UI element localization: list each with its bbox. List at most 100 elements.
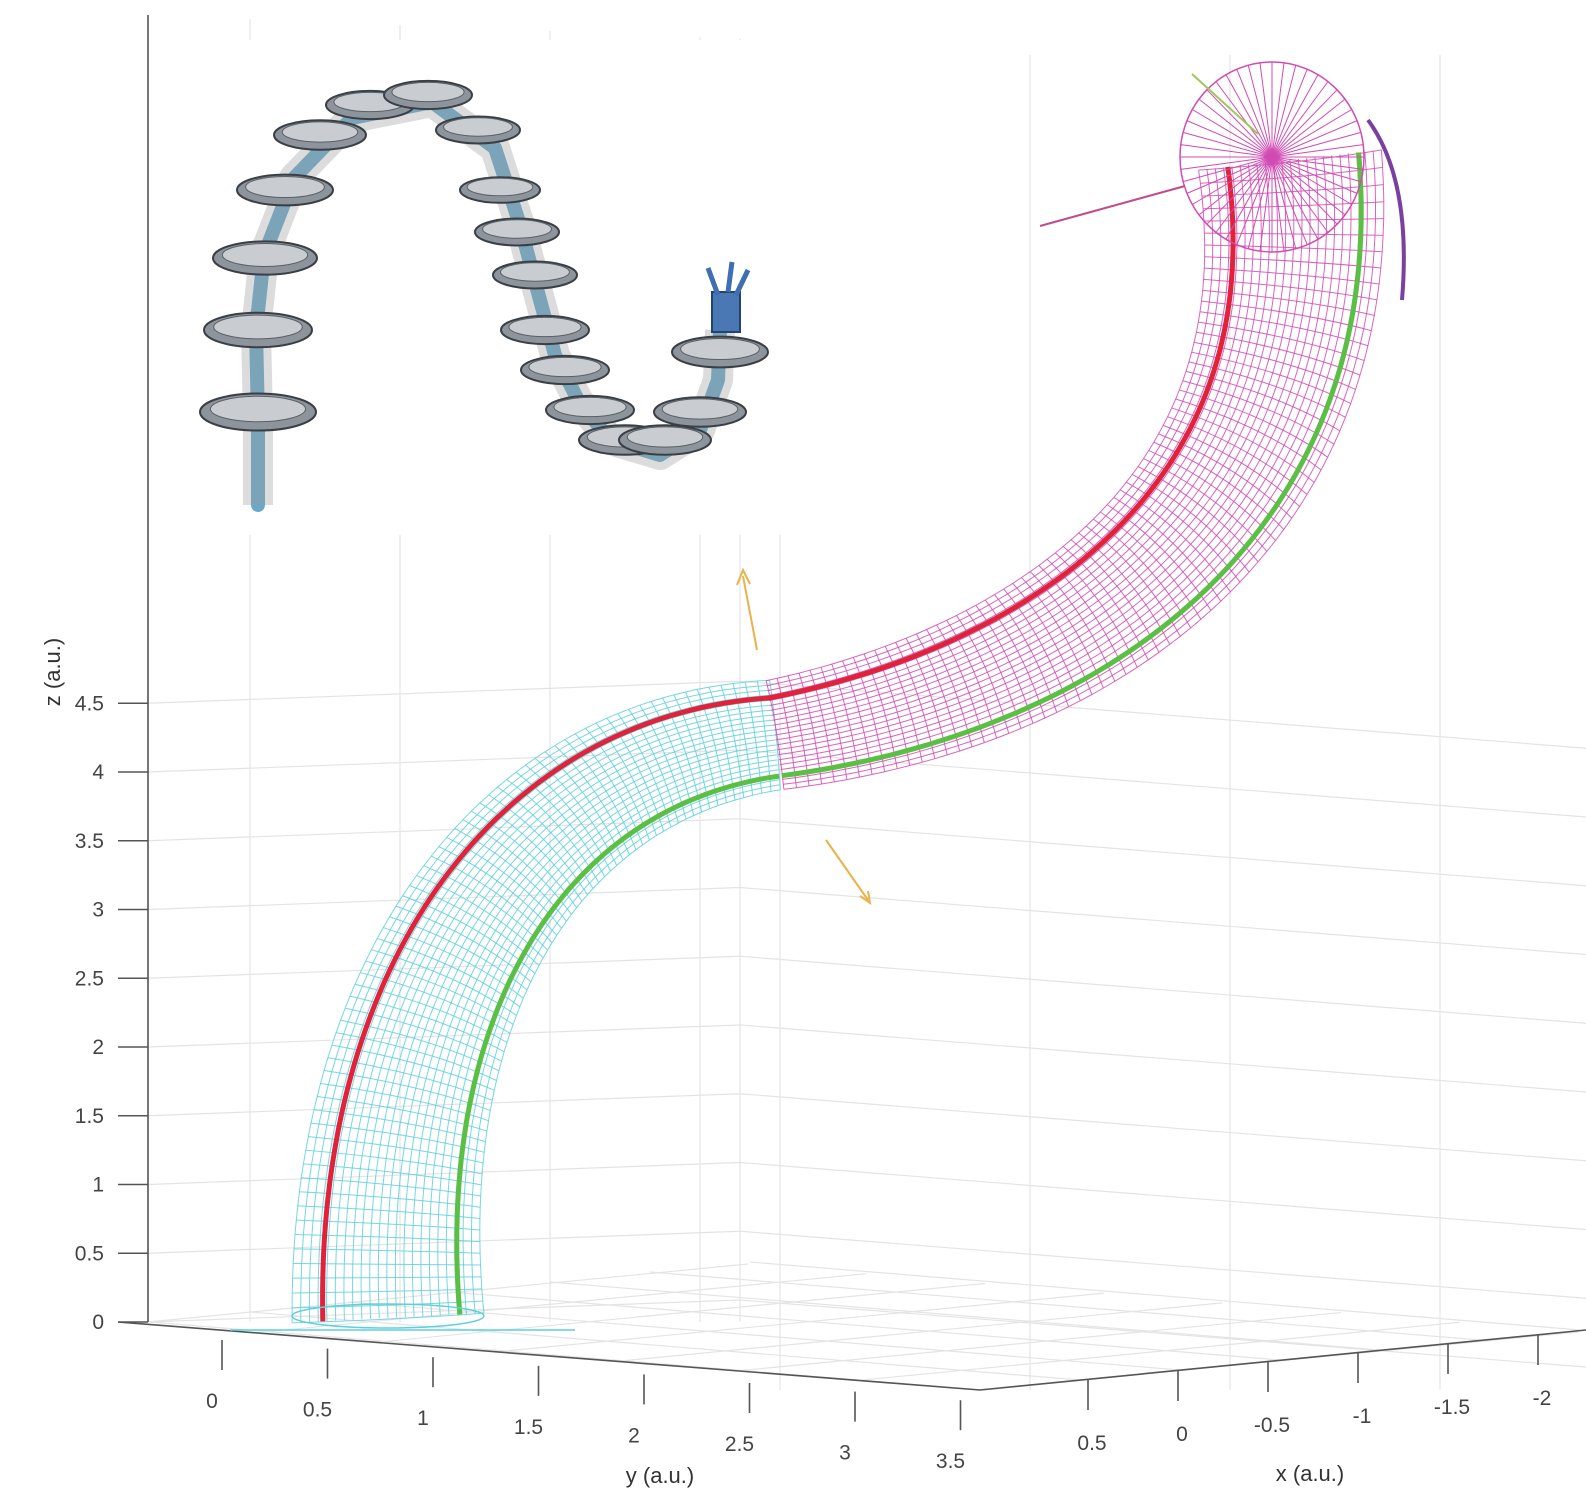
mesh-ring: [293, 1263, 481, 1266]
mesh-line: [768, 167, 1230, 696]
mesh-line: [778, 155, 1336, 761]
tip-spoke: [1271, 156, 1319, 240]
tip-spoke: [1259, 62, 1273, 158]
mesh-line: [770, 165, 1246, 706]
tip-spoke: [1271, 156, 1297, 249]
mesh-line: [778, 156, 1328, 756]
tip-spoke: [1271, 144, 1364, 158]
mesh-line: [776, 158, 1311, 746]
mesh-ring: [416, 875, 544, 959]
mesh-line: [780, 153, 1352, 770]
z-tick-label: 1: [92, 1174, 104, 1197]
tip-spoke: [1206, 89, 1273, 158]
mesh-line: [782, 151, 1368, 780]
z-axis-label: z (a.u.): [40, 638, 65, 706]
tip-spoke: [1271, 156, 1346, 216]
mesh-line: [772, 162, 1270, 721]
mesh-ring: [1182, 380, 1335, 445]
tip-spoke: [1259, 156, 1273, 252]
mesh-line: [462, 779, 780, 1315]
mesh-ring: [310, 1122, 485, 1153]
x-axis-label: x (a.u.): [1276, 1461, 1344, 1486]
mesh-line: [437, 764, 778, 1316]
mesh-ring: [1203, 201, 1384, 210]
mesh-ring: [1201, 184, 1384, 197]
mesh-line: [774, 160, 1287, 731]
tip-spoke: [1271, 156, 1308, 245]
tip-spoke: [1271, 89, 1338, 158]
mesh-line: [783, 149, 1385, 790]
robot-disk: [383, 79, 473, 111]
red-tendon-line: [320, 695, 772, 1322]
mesh-ring: [365, 960, 514, 1025]
tip-spoke: [1186, 120, 1273, 158]
mesh-line: [767, 168, 1222, 692]
mesh-ring: [377, 938, 521, 1008]
tip-spoke: [1180, 144, 1273, 158]
grid-line: [349, 1301, 1181, 1371]
robot-disk: [273, 119, 367, 151]
mesh-ring: [1167, 416, 1308, 495]
disk-top: [281, 121, 359, 143]
tip-disk: [1039, 61, 1406, 301]
tip-spoke: [1271, 156, 1285, 252]
tip-spoke: [1271, 109, 1352, 158]
x-tick-label: 0.5: [1077, 1432, 1106, 1455]
mesh-line: [445, 769, 779, 1315]
tip-spoke: [1271, 120, 1358, 158]
tip-spoke: [1192, 156, 1273, 205]
mesh-line: [770, 164, 1254, 711]
mesh-line: [291, 679, 770, 1323]
mesh-ring: [296, 1219, 480, 1231]
grid-line: [739, 680, 1586, 749]
robot-disk: [199, 392, 317, 432]
mesh-ring: [297, 1205, 481, 1220]
grid-line: [147, 1161, 741, 1186]
tip-spoke: [1247, 65, 1273, 158]
tip-spoke: [1225, 74, 1273, 158]
disk-top: [482, 219, 552, 239]
robot-disk: [474, 217, 560, 247]
mesh-line: [300, 684, 771, 1323]
robot-gripper: [705, 261, 751, 333]
tip-spoke: [1206, 156, 1273, 225]
mesh-ring: [294, 1248, 481, 1254]
mesh-ring: [1198, 321, 1365, 362]
z-tick-label: 0: [92, 1311, 104, 1334]
mesh-line: [773, 161, 1279, 726]
tip-spoke: [1271, 131, 1361, 158]
mesh-ring: [1148, 450, 1276, 541]
gripper-base: [711, 291, 741, 333]
robot-disk: [618, 424, 712, 456]
tip-spoke: [1183, 131, 1273, 158]
axes: [117, 15, 1586, 1431]
mesh-ring: [402, 895, 536, 974]
mesh-ring: [354, 983, 508, 1043]
x-tick-label: -0.5: [1254, 1414, 1290, 1437]
gripper-finger: [705, 267, 721, 296]
tip-arrow-green: [1191, 73, 1259, 135]
green-tendon-line: [781, 152, 1364, 779]
robot-disk: [212, 240, 318, 276]
y-tick-label: 0: [206, 1390, 218, 1413]
y-tick-label: 1: [417, 1407, 429, 1430]
grid-line: [739, 886, 1586, 956]
continuum-robot-inset: [170, 40, 790, 535]
robot-disk: [459, 176, 541, 204]
y-tick-label: 2.5: [725, 1433, 754, 1456]
mesh-line: [775, 159, 1303, 741]
disk-top: [443, 117, 513, 137]
y-tick-label: 3: [839, 1442, 851, 1465]
disk-top: [221, 243, 309, 267]
tube-segment-2: [765, 149, 1385, 790]
z-tick-label: 0.5: [75, 1242, 104, 1265]
tip-edge-line: [1366, 118, 1406, 301]
tip-spoke: [1198, 156, 1273, 216]
mesh-ring: [371, 949, 517, 1016]
red-tendon-line: [768, 166, 1236, 701]
mesh-line: [765, 170, 1206, 682]
grid-line: [739, 1093, 1586, 1162]
grid-line: [739, 1230, 1586, 1299]
mesh-line: [777, 157, 1319, 751]
x-axis-line: [979, 1329, 1586, 1391]
